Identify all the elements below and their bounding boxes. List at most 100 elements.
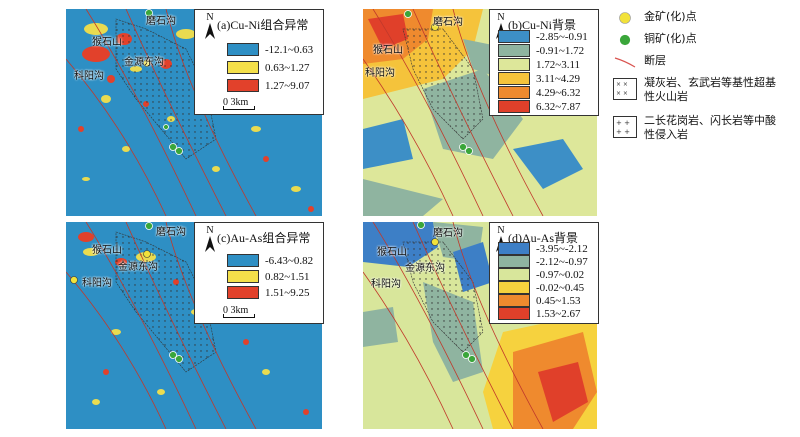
legend-label: 4.29~6.32 <box>536 86 581 99</box>
legend-swatch <box>498 294 530 307</box>
legend-swatch <box>227 286 259 299</box>
north-label: N <box>497 225 505 236</box>
panel-a-title: (a)Cu-Ni组合异常 <box>217 18 309 32</box>
legend-item-volcanic: × × × × 凝灰岩、玄武岩等基性超基性火山岩 <box>612 76 797 104</box>
legend-row: 1.27~9.07 <box>227 79 309 92</box>
legend-swatch <box>227 79 259 92</box>
legend-row: 1.51~9.25 <box>227 286 309 299</box>
legend-swatch <box>498 86 530 99</box>
copper-point-icon <box>612 32 638 48</box>
legend-item-intrusive: + + + + 二长花岗岩、闪长岩等中酸性侵入岩 <box>612 114 797 142</box>
legend-swatch <box>227 61 259 74</box>
place-houshishan: 猴石山 <box>92 245 122 256</box>
panel-c-title: (c)Au-As组合异常 <box>217 231 311 245</box>
panel-d-title: (d)Au-As背景 <box>508 231 578 245</box>
legend-row: -2.12~-0.97 <box>498 255 588 268</box>
place-jinyuandonggou: 金源东沟 <box>118 262 158 273</box>
north-arrow-icon <box>205 236 215 252</box>
legend-panel-d: N (d)Au-As背景 -3.95~-2.12 -2.12~-0.97 -0.… <box>489 222 599 324</box>
legend-label: -3.95~-2.12 <box>536 242 588 255</box>
legend-item-gold: 金矿(化)点 <box>612 10 697 26</box>
place-houshishan: 猴石山 <box>373 45 403 56</box>
legend-label: 6.32~7.87 <box>536 100 581 113</box>
legend-row: 0.63~1.27 <box>227 61 309 74</box>
place-keyanggou: 科阳沟 <box>74 71 104 82</box>
place-keyanggou: 科阳沟 <box>82 278 112 289</box>
legend-label: -2.12~-0.97 <box>536 255 588 268</box>
legend-swatch <box>498 268 530 281</box>
legend-swatch <box>498 307 530 320</box>
legend-label: 0.45~1.53 <box>536 294 581 307</box>
legend-row: -3.95~-2.12 <box>498 242 588 255</box>
legend-label: 1.27~9.07 <box>265 79 310 92</box>
legend-swatch <box>498 255 530 268</box>
gold-point-icon <box>612 10 638 26</box>
legend-label: -0.97~0.02 <box>536 268 585 281</box>
legend-item-copper: 铜矿(化)点 <box>612 32 697 48</box>
legend-swatch <box>498 58 530 71</box>
legend-swatch <box>498 100 530 113</box>
legend-swatch <box>498 72 530 85</box>
panel-a-map: 磨石沟 猴石山 金源东沟 科阳沟 N (a)Cu-Ni组合异常 -12.1~0.… <box>66 9 324 216</box>
legend-swatch <box>498 30 530 43</box>
legend-row: 6.32~7.87 <box>498 100 580 113</box>
legend-row: 0.82~1.51 <box>227 270 309 283</box>
place-moshigou: 磨石沟 <box>156 227 186 238</box>
scale-line <box>223 106 255 110</box>
au-as-background-map <box>363 222 597 429</box>
legend-text: 铜矿(化)点 <box>644 32 697 45</box>
scale-bar: 0 3km <box>223 97 255 110</box>
legend-panel-a: N (a)Cu-Ni组合异常 -12.1~0.63 0.63~1.27 1.27… <box>194 9 324 115</box>
north-arrow: N <box>203 12 217 39</box>
intrusive-rock-icon: + + + + <box>612 114 638 140</box>
legend-swatch <box>498 281 530 294</box>
place-houshishan: 猴石山 <box>377 247 407 258</box>
legend-row: 3.11~4.29 <box>498 72 580 85</box>
main-legend: 金矿(化)点 铜矿(化)点 断层 × × × × 凝灰岩、玄武岩等基性超基性火山岩… <box>612 10 797 160</box>
legend-row: 4.29~6.32 <box>498 86 580 99</box>
panel-d-map: 磨石沟 猴石山 金源东沟 科阳沟 N (d)Au-As背景 -3.95~-2.1… <box>363 222 599 429</box>
svg-text:× ×: × × <box>616 81 628 88</box>
place-moshigou: 磨石沟 <box>433 228 463 239</box>
scale-line <box>223 314 255 318</box>
volcanic-rock-icon: × × × × <box>612 76 638 102</box>
legend-swatch <box>227 270 259 283</box>
north-label: N <box>497 12 505 23</box>
legend-label: 1.51~9.25 <box>265 286 310 299</box>
north-label: N <box>206 225 214 236</box>
legend-label: -0.91~1.72 <box>536 44 585 57</box>
legend-swatch <box>498 242 530 255</box>
legend-item-fault: 断层 <box>612 54 666 70</box>
panel-c-map: 磨石沟 猴石山 金源东沟 科阳沟 N (c)Au-As组合异常 -6.43~0.… <box>66 222 324 429</box>
place-moshigou: 磨石沟 <box>433 17 463 28</box>
legend-label: 0.63~1.27 <box>265 61 310 74</box>
place-keyanggou: 科阳沟 <box>365 68 395 79</box>
svg-text:+ +: + + <box>616 128 630 136</box>
legend-text: 金矿(化)点 <box>644 10 697 23</box>
legend-label: -12.1~0.63 <box>265 43 314 56</box>
legend-label: -6.43~0.82 <box>265 254 314 267</box>
legend-row: -2.85~-0.91 <box>498 30 588 43</box>
scale-label: 0 3km <box>223 97 249 108</box>
legend-row: -0.02~0.45 <box>498 281 584 294</box>
legend-text: 凝灰岩、玄武岩等基性超基性火山岩 <box>644 76 776 103</box>
north-arrow-icon <box>205 23 215 39</box>
legend-row: 1.53~2.67 <box>498 307 580 320</box>
legend-row: -0.91~1.72 <box>498 44 584 57</box>
scale-label: 0 3km <box>223 305 249 316</box>
legend-row: 1.72~3.11 <box>498 58 580 71</box>
svg-text:+ +: + + <box>616 119 630 127</box>
legend-label: 3.11~4.29 <box>536 72 581 85</box>
legend-row: -12.1~0.63 <box>227 43 313 56</box>
fault-icon <box>612 54 638 70</box>
legend-text: 断层 <box>644 54 666 67</box>
legend-label: 0.82~1.51 <box>265 270 310 283</box>
panel-b-map: 磨石沟 猴石山 科阳沟 N (b)Cu-Ni背景 -2.85~-0.91 -0.… <box>363 9 599 216</box>
legend-swatch <box>498 44 530 57</box>
scale-bar: 0 3km <box>223 305 255 318</box>
legend-row: -6.43~0.82 <box>227 254 313 267</box>
legend-label: 1.72~3.11 <box>536 58 581 71</box>
place-moshigou: 磨石沟 <box>146 16 176 27</box>
place-jinyuandonggou: 金源东沟 <box>124 57 164 68</box>
place-jinyuandonggou: 金源东沟 <box>405 263 445 274</box>
